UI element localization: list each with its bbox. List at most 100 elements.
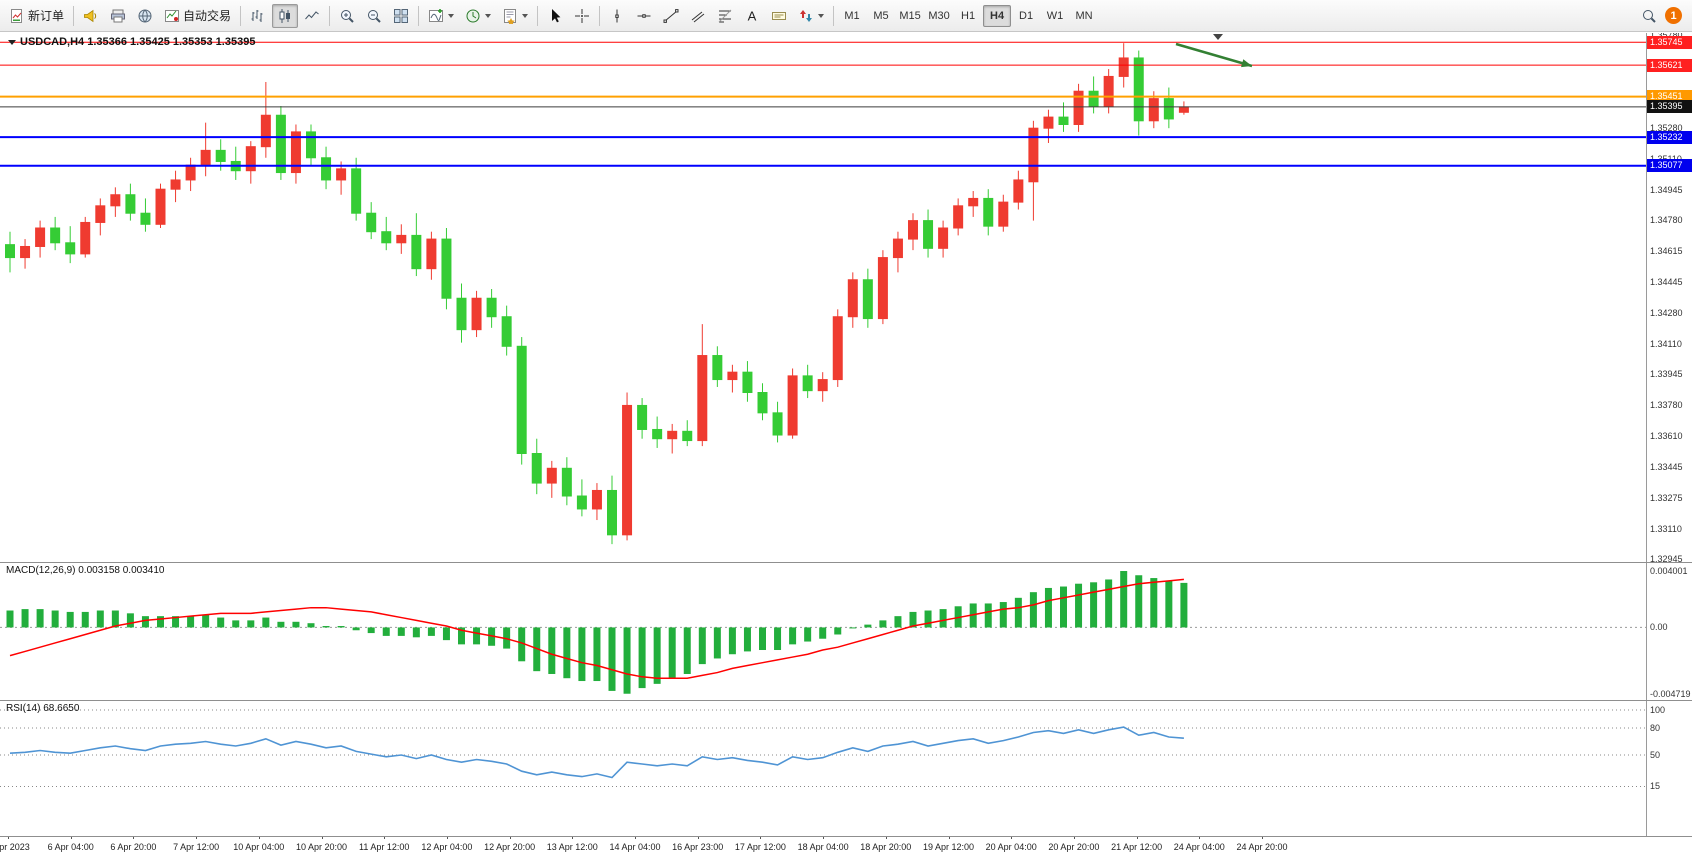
rsi-label: RSI(14) 68.6650: [6, 703, 79, 714]
rsi-panel[interactable]: [0, 700, 1646, 836]
chart-symbol-caret-icon: [8, 39, 16, 45]
time-tick: [572, 836, 574, 839]
print-button[interactable]: [105, 4, 131, 28]
trendline-tool-button[interactable]: [658, 4, 684, 28]
search-button[interactable]: [1636, 4, 1662, 28]
tile-windows-button[interactable]: [388, 4, 414, 28]
zoom-in-button[interactable]: [334, 4, 360, 28]
macd-chart[interactable]: [0, 562, 1646, 700]
toolbar-separator: [240, 5, 242, 26]
text-label-icon: [771, 8, 787, 24]
rsi-name: RSI(14): [6, 703, 41, 714]
toolbar: 新订单 自动交易: [0, 0, 1692, 32]
timeframe-m15-button[interactable]: M15: [899, 9, 921, 22]
horizontal-line-icon: [636, 8, 652, 24]
time-tick: [446, 836, 448, 839]
toolbar-separator: [329, 5, 331, 26]
time-label: 5 Apr 2023: [0, 842, 30, 852]
time-tick: [384, 836, 386, 839]
dropdown-caret-icon: [818, 13, 825, 18]
panel-divider[interactable]: [0, 562, 1692, 563]
bar-chart-button[interactable]: [245, 4, 271, 28]
axis-label: -0.004719: [1650, 688, 1691, 699]
text-tool-icon: A: [748, 8, 757, 23]
panel-divider: [0, 836, 1692, 837]
panel-divider[interactable]: [0, 700, 1692, 701]
price-axis[interactable]: 1.357801.352801.351101.349451.347801.346…: [1646, 33, 1692, 836]
time-label: 16 Apr 23:00: [672, 842, 724, 852]
time-label: 18 Apr 04:00: [797, 842, 849, 852]
timeframe-d1-button[interactable]: D1: [1019, 9, 1034, 22]
toolbar-separator: [599, 5, 601, 26]
timeframe-w1-button[interactable]: W1: [1046, 9, 1064, 22]
cursor-button[interactable]: [542, 4, 568, 28]
timeframe-m30-button[interactable]: M30: [928, 9, 950, 22]
time-tick: [697, 836, 699, 839]
axis-label: 1.34110: [1650, 338, 1682, 349]
bar-chart-icon: [251, 9, 263, 22]
text-tool-button[interactable]: A: [739, 4, 765, 28]
time-label: 12 Apr 20:00: [484, 842, 536, 852]
axis-label: 1.34445: [1650, 277, 1683, 288]
time-tick: [823, 836, 825, 839]
time-tick: [509, 836, 511, 839]
website-button[interactable]: [132, 4, 158, 28]
cursor-icon: [552, 8, 561, 22]
timeframe-m1-button[interactable]: M1: [844, 9, 860, 22]
auto-trading-icon: [164, 8, 180, 24]
axis-label: 1.33780: [1650, 399, 1683, 410]
arrows-tool-button[interactable]: [793, 4, 829, 28]
axis-label: 1.33945: [1650, 369, 1683, 380]
macd-panel[interactable]: [0, 562, 1646, 700]
axis-label: 1.32945: [1650, 554, 1683, 565]
notification-badge[interactable]: 1: [1665, 7, 1682, 24]
time-tick: [1073, 836, 1075, 839]
line-chart-button[interactable]: [299, 4, 325, 28]
announcement-button[interactable]: [78, 4, 104, 28]
axis-label: 1.34615: [1650, 245, 1683, 256]
axis-label: 1.33275: [1650, 493, 1683, 504]
indicators-button[interactable]: [423, 4, 459, 28]
new-order-button[interactable]: 新订单: [4, 4, 69, 28]
svg-text:A: A: [748, 8, 757, 23]
equidistant-channel-icon: [690, 8, 706, 24]
time-label: 11 Apr 12:00: [359, 842, 410, 852]
time-label: 13 Apr 12:00: [546, 842, 598, 852]
zoom-out-button[interactable]: [361, 4, 387, 28]
fibonacci-tool-button[interactable]: [712, 4, 738, 28]
crosshair-icon: [575, 8, 590, 23]
timeframe-mn-button[interactable]: MN: [1075, 9, 1093, 22]
printer-icon: [110, 8, 126, 24]
search-icon: [1641, 8, 1657, 24]
horizontal-line-tool-button[interactable]: [631, 4, 657, 28]
axis-label: 1.34945: [1650, 184, 1683, 195]
channel-tool-button[interactable]: [685, 4, 711, 28]
price-level-badge: 1.35232: [1647, 130, 1692, 144]
timeframe-m5-button[interactable]: M5: [873, 9, 889, 22]
templates-button[interactable]: [497, 4, 533, 28]
axis-label: 1.35280: [1650, 122, 1683, 133]
text-label-tool-button[interactable]: [766, 4, 792, 28]
time-label: 18 Apr 20:00: [860, 842, 912, 852]
time-tick: [1011, 836, 1013, 839]
time-tick: [321, 836, 323, 839]
rsi-chart[interactable]: [0, 700, 1646, 836]
vertical-line-tool-button[interactable]: [604, 4, 630, 28]
time-tick: [1262, 836, 1263, 839]
time-tick: [8, 836, 9, 839]
time-tick: [258, 836, 260, 839]
timeframe-h4-button[interactable]: H4: [983, 4, 1012, 27]
crosshair-button[interactable]: [569, 4, 595, 28]
candlestick-chart-button[interactable]: [272, 3, 299, 28]
auto-trading-button[interactable]: 自动交易: [159, 4, 236, 28]
axis-label: 1.34780: [1650, 215, 1683, 226]
axis-label: 0.004001: [1650, 565, 1688, 576]
price-level-badge: 1.35745: [1647, 35, 1692, 49]
periods-button[interactable]: [460, 4, 496, 28]
rsi-value: 68.6650: [43, 703, 80, 714]
time-axis[interactable]: 5 Apr 2023 6 Apr 04:00 6 Apr 20:00 7 Apr 12…: [0, 836, 1692, 858]
main-chart-panel[interactable]: [0, 33, 1646, 562]
time-label: 6 Apr 04:00: [47, 842, 94, 852]
candlestick-chart[interactable]: [0, 33, 1646, 562]
timeframe-h1-button[interactable]: H1: [961, 9, 976, 22]
